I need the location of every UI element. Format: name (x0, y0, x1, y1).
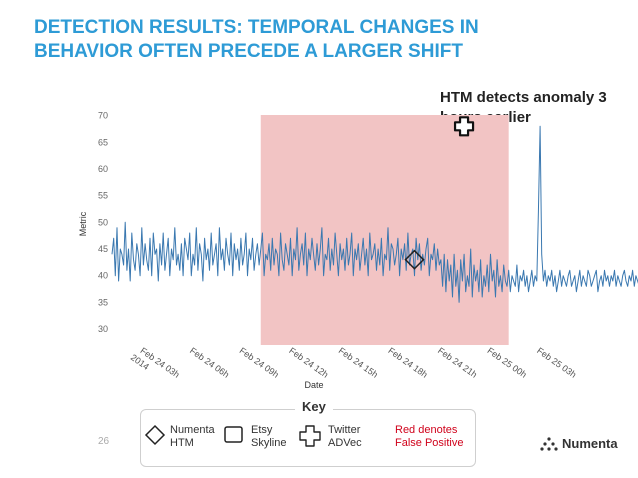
key-item-label-2: ADVec (328, 437, 362, 449)
key-item-label-1: Twitter (328, 424, 361, 436)
x-tick-text: Feb 24 21h (436, 345, 479, 379)
callout-line-1: HTM detects anomaly 3 (440, 89, 607, 106)
key-item-label-2: False Positive (395, 437, 464, 449)
square-icon (224, 426, 243, 443)
key-item-label-2: Skyline (251, 437, 287, 449)
x-tick-text: Feb 25 00h (486, 345, 529, 379)
cross-icon (299, 425, 321, 447)
y-tick-label: 60 (98, 164, 108, 174)
x-tick-text: Feb 24 18h (386, 345, 429, 379)
diamond-icon (144, 424, 166, 446)
y-tick-label: 40 (98, 271, 108, 281)
x-tick-text: Feb 25 03h (535, 345, 578, 379)
y-tick-label: 70 (98, 111, 108, 121)
x-tick-text: Feb 24 09h (238, 345, 281, 379)
x-tick-text: Feb 24 12h (287, 345, 330, 379)
y-tick-label: 30 (98, 324, 108, 334)
x-tick-label: Feb 24 18h (386, 345, 429, 379)
y-tick-label: 55 (98, 191, 108, 201)
y-tick-label: 35 (98, 297, 108, 307)
key-item-label-2: HTM (170, 437, 194, 449)
key-item-etsy-skyline: Etsy Skyline (223, 424, 286, 450)
x-tick-label: Feb 24 09h (238, 345, 281, 379)
numenta-logo-icon (540, 436, 558, 451)
x-tick-label: Feb 24 12h (287, 345, 330, 379)
key-item-twitter-advec: Twitter ADVec (298, 424, 362, 450)
key-item-label-1: Red denotes (395, 424, 458, 436)
x-tick-label: Feb 25 00h (486, 345, 529, 379)
x-tick-label: Feb 24 15h (337, 345, 380, 379)
htm-anomaly-marker (404, 249, 425, 270)
title-line-1: DETECTION RESULTS: TEMPORAL CHANGES IN (34, 17, 479, 38)
numenta-logo: Numenta (540, 436, 618, 451)
y-tick-label: 65 (98, 137, 108, 147)
x-tick-label: Feb 24 06h (188, 345, 231, 379)
x-tick-text: Feb 24 06h (188, 345, 231, 379)
key-title: Key (295, 399, 333, 414)
key-item-false-positive: Red denotes False Positive (395, 424, 463, 450)
key-item-label-1: Etsy (251, 424, 273, 436)
title-line-2: BEHAVIOR OFTEN PRECEDE A LARGER SHIFT (34, 41, 463, 62)
x-tick-label: Feb 24 21h (436, 345, 479, 379)
logo-text: Numenta (562, 436, 618, 451)
x-tick-text: Feb 24 15h (337, 345, 380, 379)
series-line-metric (111, 125, 638, 303)
y-tick-label: 45 (98, 244, 108, 254)
advec-anomaly-marker (453, 116, 475, 137)
key-item-label-1: Numenta (170, 424, 215, 436)
x-axis-label: Date (304, 380, 323, 390)
slide-title: DETECTION RESULTS: TEMPORAL CHANGES IN B… (34, 16, 594, 64)
x-tick-label: Feb 25 03h (535, 345, 578, 379)
key-item-numenta-htm: Numenta HTM (144, 424, 215, 450)
page-number: 26 (98, 436, 110, 447)
y-axis-label: Metric (78, 211, 88, 236)
false-positive-region (260, 115, 509, 345)
y-tick-label: 50 (98, 217, 108, 227)
